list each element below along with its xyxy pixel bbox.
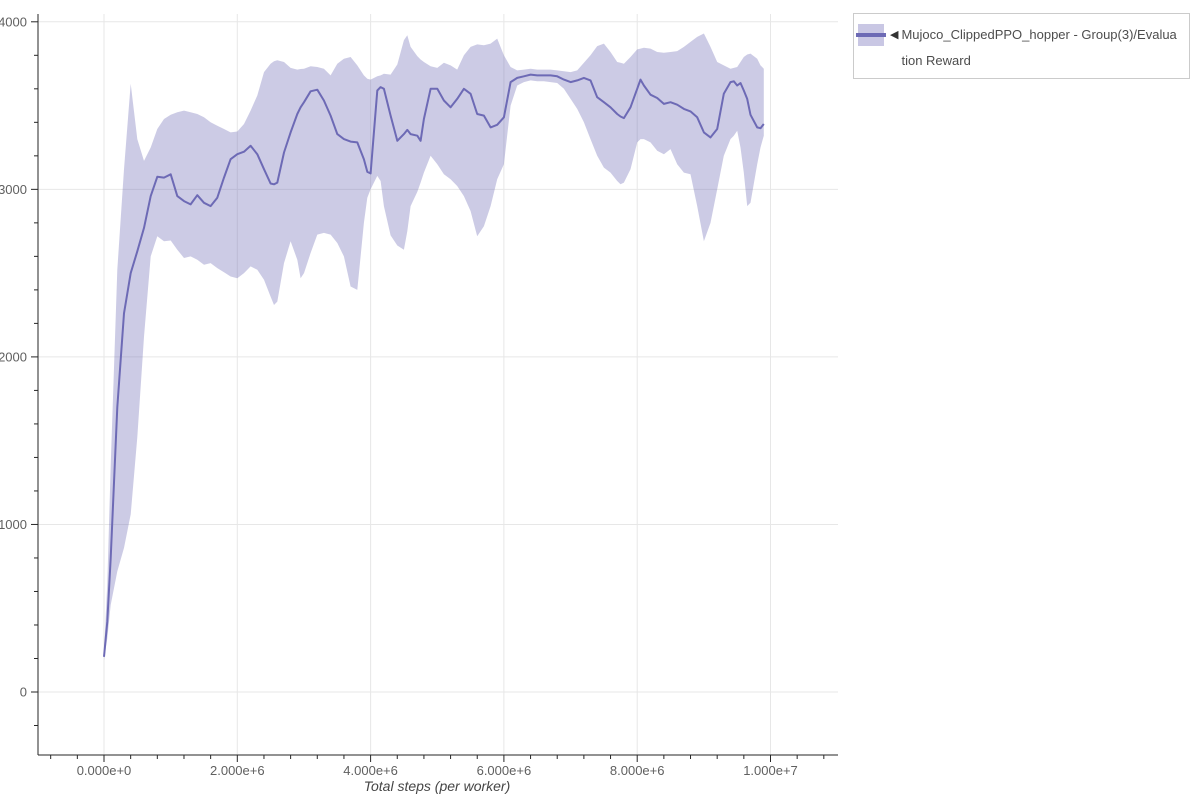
x-tick-label: 8.000e+6 bbox=[610, 763, 665, 778]
legend-swatch-line bbox=[856, 33, 886, 37]
x-tick-label: 2.000e+6 bbox=[210, 763, 265, 778]
y-tick-label: 2000 bbox=[0, 349, 27, 364]
legend-swatch bbox=[856, 24, 886, 46]
legend-marker-icon: ◀ bbox=[890, 29, 899, 41]
series-line bbox=[103, 73, 765, 657]
x-tick-label: 1.000e+7 bbox=[743, 763, 798, 778]
x-axis-title: Total steps (per worker) bbox=[364, 778, 511, 794]
y-tick-label: 1000 bbox=[0, 517, 27, 532]
y-tick-label: 3000 bbox=[0, 182, 27, 197]
y-tick-label: 4000 bbox=[0, 14, 27, 29]
x-tick-label: 4.000e+6 bbox=[343, 763, 398, 778]
y-tick-label: 0 bbox=[20, 685, 27, 700]
legend-label: Mujoco_ClippedPPO_hopper - Group(3)/Eval… bbox=[901, 27, 1177, 68]
x-tick-label: 0.000e+0 bbox=[77, 763, 132, 778]
x-tick-label: 6.000e+6 bbox=[477, 763, 532, 778]
series-band bbox=[104, 33, 764, 661]
legend-box: ◀ Mujoco_ClippedPPO_hopper - Group(3)/Ev… bbox=[853, 13, 1190, 79]
